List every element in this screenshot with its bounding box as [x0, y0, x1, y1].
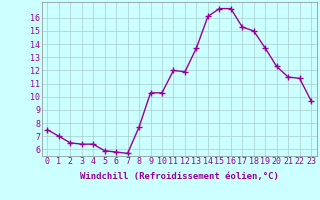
X-axis label: Windchill (Refroidissement éolien,°C): Windchill (Refroidissement éolien,°C) [80, 172, 279, 181]
